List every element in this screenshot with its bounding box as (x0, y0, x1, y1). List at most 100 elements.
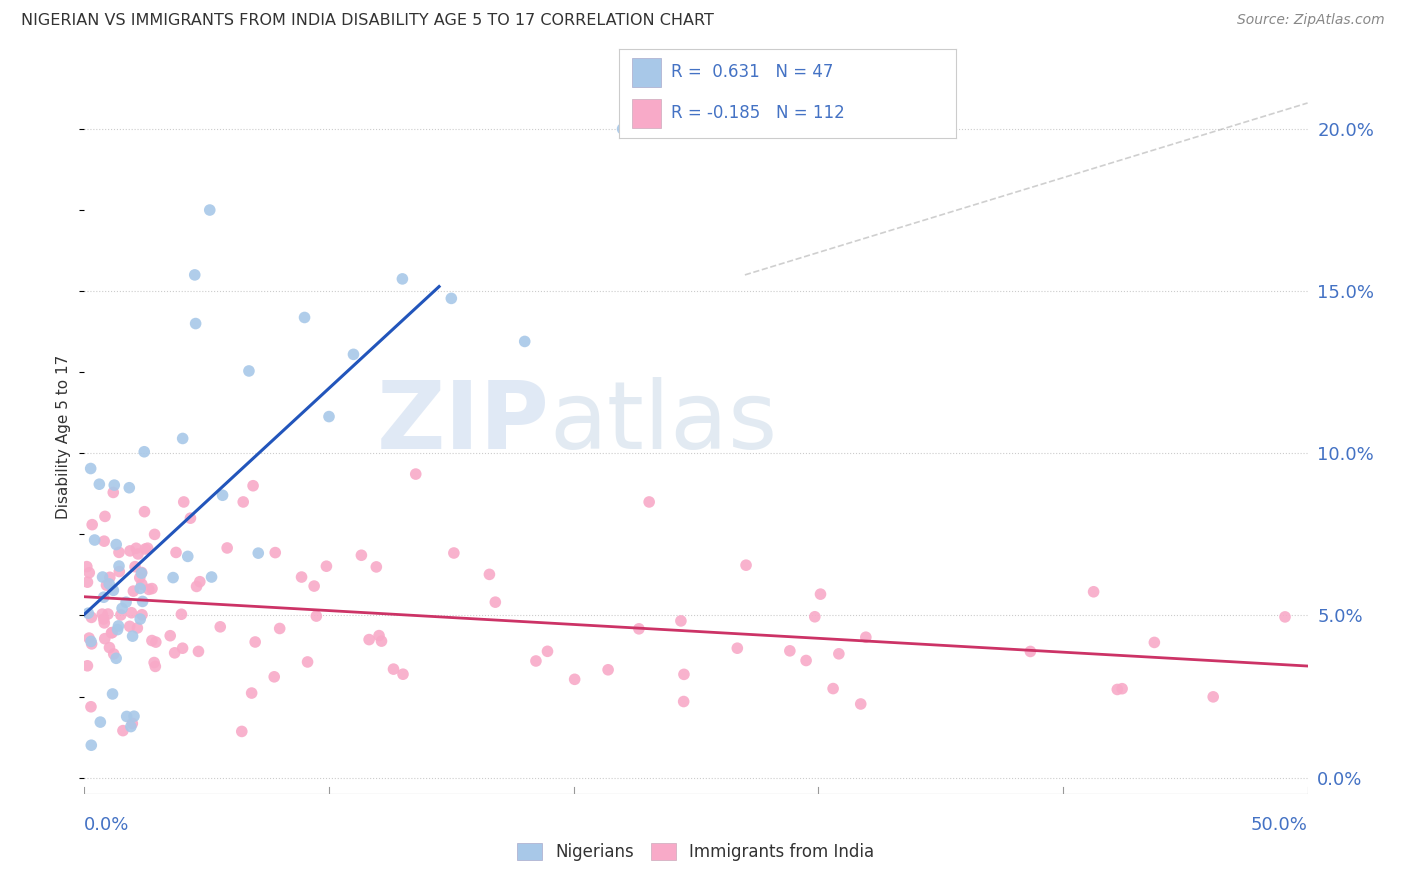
Point (484, 595, 506, 609)
Point (725, 641, 748, 656)
Point (263, 670, 285, 684)
Point (1083, 584, 1105, 599)
Point (638, 495, 661, 509)
Point (184, 268, 207, 282)
Point (76, 575, 98, 590)
Point (779, 644, 801, 658)
Point (536, 644, 558, 658)
Point (97, 607, 120, 621)
Point (211, 488, 233, 502)
Point (131, 594, 153, 608)
Point (297, 655, 319, 669)
Text: 50.0%: 50.0% (1251, 816, 1308, 834)
Point (107, 623, 129, 637)
Point (145, 635, 167, 649)
Point (77, 631, 100, 645)
Point (101, 687, 124, 701)
Point (93, 534, 115, 549)
Point (108, 545, 131, 559)
Point (127, 547, 149, 561)
Point (80, 610, 103, 624)
Point (172, 432, 194, 446)
Point (94, 509, 117, 524)
Point (131, 577, 153, 591)
Point (105, 537, 128, 551)
Point (128, 571, 150, 585)
Point (1019, 644, 1042, 658)
Point (129, 612, 152, 626)
Point (849, 697, 872, 711)
Point (134, 505, 156, 519)
Point (1274, 610, 1296, 624)
Point (366, 560, 388, 574)
Point (80, 738, 103, 752)
Point (125, 541, 148, 556)
Point (82, 517, 104, 532)
Text: 0.0%: 0.0% (84, 816, 129, 834)
Point (111, 723, 134, 738)
Point (440, 292, 463, 306)
Point (143, 656, 166, 670)
Point (111, 601, 134, 615)
Point (391, 272, 413, 286)
Point (405, 467, 427, 481)
Point (134, 541, 156, 556)
Point (240, 686, 263, 700)
Point (612, 122, 634, 136)
Point (735, 558, 758, 573)
Point (186, 579, 208, 593)
Point (513, 334, 536, 349)
Point (238, 364, 260, 378)
Point (1111, 681, 1133, 696)
Point (187, 644, 209, 658)
Point (170, 607, 193, 622)
Text: atlas: atlas (550, 376, 778, 469)
Point (392, 667, 415, 681)
Text: NIGERIAN VS IMMIGRANTS FROM INDIA DISABILITY AGE 5 TO 17 CORRELATION CHART: NIGERIAN VS IMMIGRANTS FROM INDIA DISABI… (21, 13, 714, 29)
Point (121, 629, 143, 643)
Point (108, 565, 131, 579)
Point (159, 629, 181, 643)
Point (669, 614, 692, 628)
Point (143, 527, 166, 541)
Point (134, 444, 156, 458)
Point (103, 647, 125, 661)
Point (122, 584, 145, 599)
Point (198, 202, 221, 217)
Point (98, 640, 121, 655)
Point (188, 574, 211, 589)
Text: Source: ZipAtlas.com: Source: ZipAtlas.com (1237, 13, 1385, 28)
Point (121, 606, 143, 620)
Point (524, 654, 547, 668)
Point (627, 622, 650, 636)
Point (855, 630, 877, 644)
Point (269, 622, 291, 636)
Point (118, 619, 141, 633)
Point (162, 571, 184, 585)
Point (231, 724, 253, 739)
Point (108, 559, 131, 574)
Point (804, 609, 827, 624)
Point (368, 629, 391, 643)
Point (76, 559, 98, 574)
Point (131, 607, 153, 622)
Point (93, 615, 115, 630)
Text: R =  0.631   N = 47: R = 0.631 N = 47 (671, 63, 834, 81)
Point (91, 607, 114, 621)
Point (302, 579, 325, 593)
Point (93, 591, 115, 605)
Point (89, 477, 111, 491)
Point (103, 485, 125, 500)
Legend: Nigerians, Immigrants from India: Nigerians, Immigrants from India (510, 836, 882, 868)
Point (80, 637, 103, 651)
Point (79, 566, 101, 580)
Point (359, 632, 381, 647)
Point (350, 548, 373, 562)
Point (179, 511, 201, 525)
Point (76, 658, 98, 673)
Point (107, 619, 129, 633)
Point (200, 570, 222, 584)
Point (98, 577, 121, 591)
Point (131, 566, 153, 580)
Point (315, 559, 337, 574)
